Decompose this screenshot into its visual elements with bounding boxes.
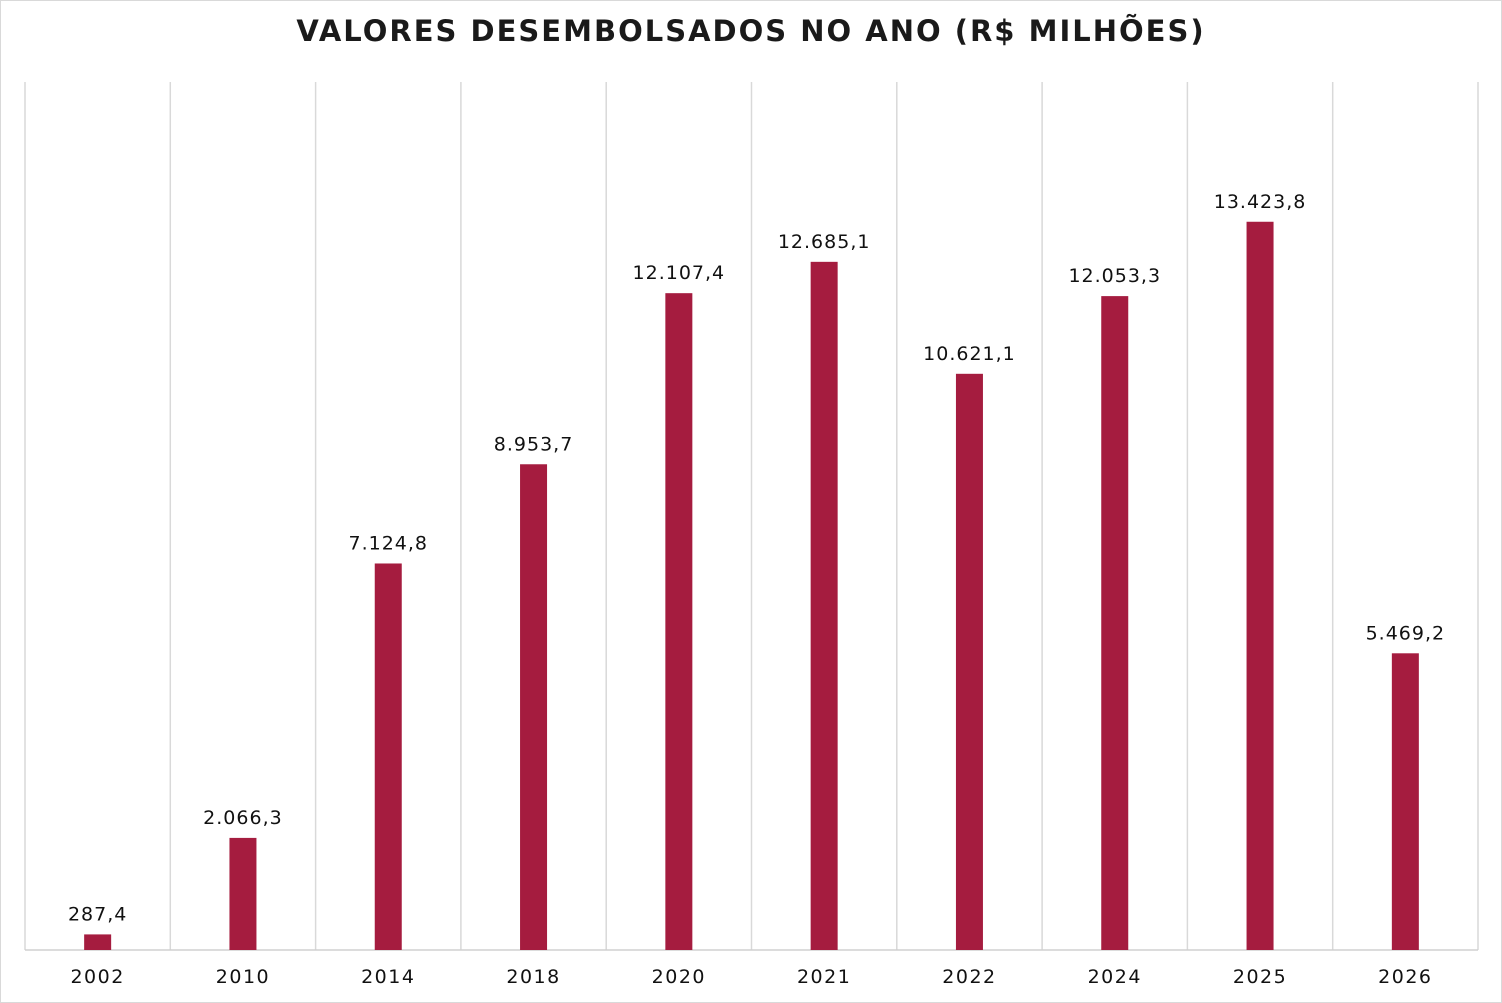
bar-2018 <box>520 464 548 950</box>
x-tick-label-2021: 2021 <box>797 966 851 988</box>
x-tick-label-2022: 2022 <box>942 966 996 988</box>
bar-value-label-2024: 12.053,3 <box>1068 265 1161 287</box>
x-tick-label-2020: 2020 <box>652 966 706 988</box>
x-tick-label-2024: 2024 <box>1088 966 1142 988</box>
x-tick-label-2018: 2018 <box>506 966 560 988</box>
bar-value-labels: 287,4 2.066,3 7.124,8 8.953,7 12.107,4 12.685… <box>68 191 1446 926</box>
x-tick-label-2014: 2014 <box>361 966 415 988</box>
chart-title: VALORES DESEMBOLSADOS NO ANO (R$ MILHÕES… <box>296 14 1206 48</box>
bar-value-label-2018: 8.953,7 <box>494 433 574 455</box>
bar-2010 <box>229 837 257 950</box>
bar-2026 <box>1391 653 1419 950</box>
bar-value-label-2022: 10.621,1 <box>923 343 1016 365</box>
bar-value-label-2002: 287,4 <box>68 903 127 925</box>
bar-2020 <box>665 293 693 950</box>
bar-2021 <box>810 261 838 950</box>
bar-value-label-2021: 12.685,1 <box>778 231 871 253</box>
bar-2022 <box>955 373 983 951</box>
bar-2025 <box>1246 221 1274 950</box>
x-tick-label-2025: 2025 <box>1233 966 1287 988</box>
bar-value-label-2010: 2.066,3 <box>203 807 283 829</box>
bar-value-label-2014: 7.124,8 <box>348 532 428 554</box>
bar-2024 <box>1101 296 1129 950</box>
bar-value-label-2020: 12.107,4 <box>633 262 726 284</box>
x-tick-label-2002: 2002 <box>70 966 124 988</box>
bar-value-label-2025: 13.423,8 <box>1214 191 1307 213</box>
x-tick-label-2026: 2026 <box>1378 966 1432 988</box>
bar-2014 <box>374 563 402 950</box>
bars <box>84 221 1419 951</box>
bar-value-label-2026: 5.469,2 <box>1366 622 1446 644</box>
x-axis-tick-labels: 2002 2010 2014 2018 2020 2021 2022 2024 2025 2026 <box>70 966 1432 988</box>
grid-lines <box>24 82 1479 951</box>
x-tick-label-2010: 2010 <box>216 966 270 988</box>
bar-2002 <box>84 934 112 950</box>
